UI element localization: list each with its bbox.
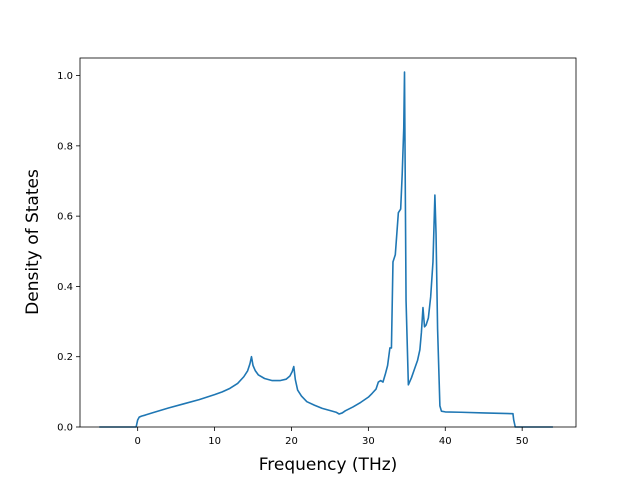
y-axis-label: Density of States xyxy=(23,169,43,315)
y-tick-label: 0.8 xyxy=(57,141,73,152)
x-axis-label: Frequency (THz) xyxy=(259,455,398,475)
x-tick-label: 10 xyxy=(208,436,221,447)
plot-area xyxy=(99,71,553,428)
plot-frame xyxy=(79,57,577,428)
y-tick-label: 0.6 xyxy=(57,212,73,223)
x-tick-label: 0 xyxy=(134,436,140,447)
y-tick-label: 0.0 xyxy=(57,423,73,434)
y-tick-label: 0.4 xyxy=(57,282,73,293)
dos-series-line xyxy=(99,71,553,428)
y-tick-label: 1.0 xyxy=(57,71,73,82)
y-tick-label: 0.2 xyxy=(57,352,73,363)
x-tick-label: 20 xyxy=(285,436,298,447)
x-tick-label: 50 xyxy=(516,436,529,447)
x-tick-label: 30 xyxy=(362,436,375,447)
x-tick-label: 40 xyxy=(439,436,452,447)
axis-ticks: 0 10 20 30 40 50 0.0 0.2 0.4 0.6 0.8 1.0 xyxy=(57,71,528,447)
